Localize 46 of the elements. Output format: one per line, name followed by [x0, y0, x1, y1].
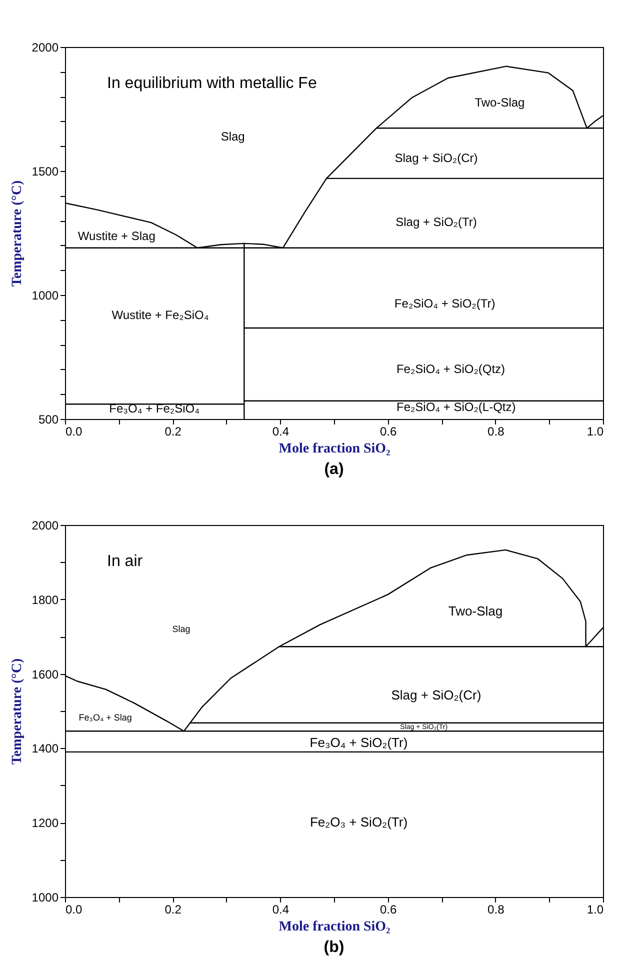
y-tick-label: 1000	[32, 890, 59, 904]
text: (b)	[324, 939, 344, 956]
x-tick-label: 0.6	[380, 424, 397, 438]
annotation: Slag + SiO₂(Cr)	[391, 688, 482, 703]
y-tick-label: 2000	[32, 518, 59, 532]
annotation: Fe₃O₄ + Fe₂SiO₄	[109, 402, 200, 416]
x-axis-title: Mole fraction SiO₂	[278, 442, 390, 456]
annotation: Slag	[220, 129, 245, 144]
annotation: Fe₃O₄ + SiO₂(Tr)	[310, 734, 408, 750]
text: In air	[107, 553, 144, 570]
annotation: Fe₂SiO₄ + SiO₂(L-Qtz)	[396, 400, 516, 414]
x-axis-title: Mole fraction SiO₂	[278, 920, 390, 934]
text: (a)	[324, 461, 344, 478]
y-tick-label: 1400	[32, 742, 59, 756]
y-tick-label: 1200	[32, 816, 59, 830]
y-axis-title: Temperature (°C)	[10, 180, 25, 287]
y-tick-label: 2000	[32, 40, 59, 54]
x-tick-label: 1.0	[586, 424, 604, 438]
annotation: Two-Slag	[474, 95, 525, 110]
x-tick-label: 0.2	[164, 902, 182, 916]
y-tick-label: 1500	[32, 164, 59, 178]
annotation: Wustite + Fe₂SiO₄	[112, 308, 209, 322]
annotation: Slag + SiO₂(Cr)	[394, 151, 478, 166]
annotation: Fe₃O₄ + Slag	[78, 712, 132, 723]
annotation: Fe₂O₃ + SiO₂(Tr)	[310, 814, 408, 830]
y-axis-title: Temperature (°C)	[10, 658, 25, 765]
x-tick-label: 0.2	[164, 424, 182, 438]
y-tick-label: 1000	[32, 288, 59, 302]
x-tick-label: 0.0	[66, 424, 83, 438]
y-tick-label: 500	[38, 412, 59, 426]
annotation: Slag	[172, 624, 190, 634]
annotation: Fe₂SiO₄ + SiO₂(Qtz)	[396, 362, 506, 376]
y-tick-label: 1600	[32, 667, 59, 682]
x-tick-label: 0.4	[272, 902, 290, 916]
x-tick-label: 0.8	[488, 902, 505, 916]
annotation: Two-Slag	[448, 603, 503, 618]
x-tick-label: 0.0	[66, 902, 83, 916]
x-tick-label: 0.6	[380, 902, 397, 916]
x-tick-label: 0.8	[488, 424, 505, 438]
text: In equilibrium with metallic Fe	[107, 75, 317, 92]
y-tick-label: 1800	[32, 592, 59, 607]
annotation: Fe₂SiO₄ + SiO₂(Tr)	[394, 296, 496, 310]
x-tick-label: 1.0	[586, 902, 604, 916]
x-tick-label: 0.4	[272, 424, 290, 438]
annotation: Slag + SiO₂(Tr)	[396, 215, 477, 230]
annotation: Wustite + Slag	[78, 228, 156, 243]
